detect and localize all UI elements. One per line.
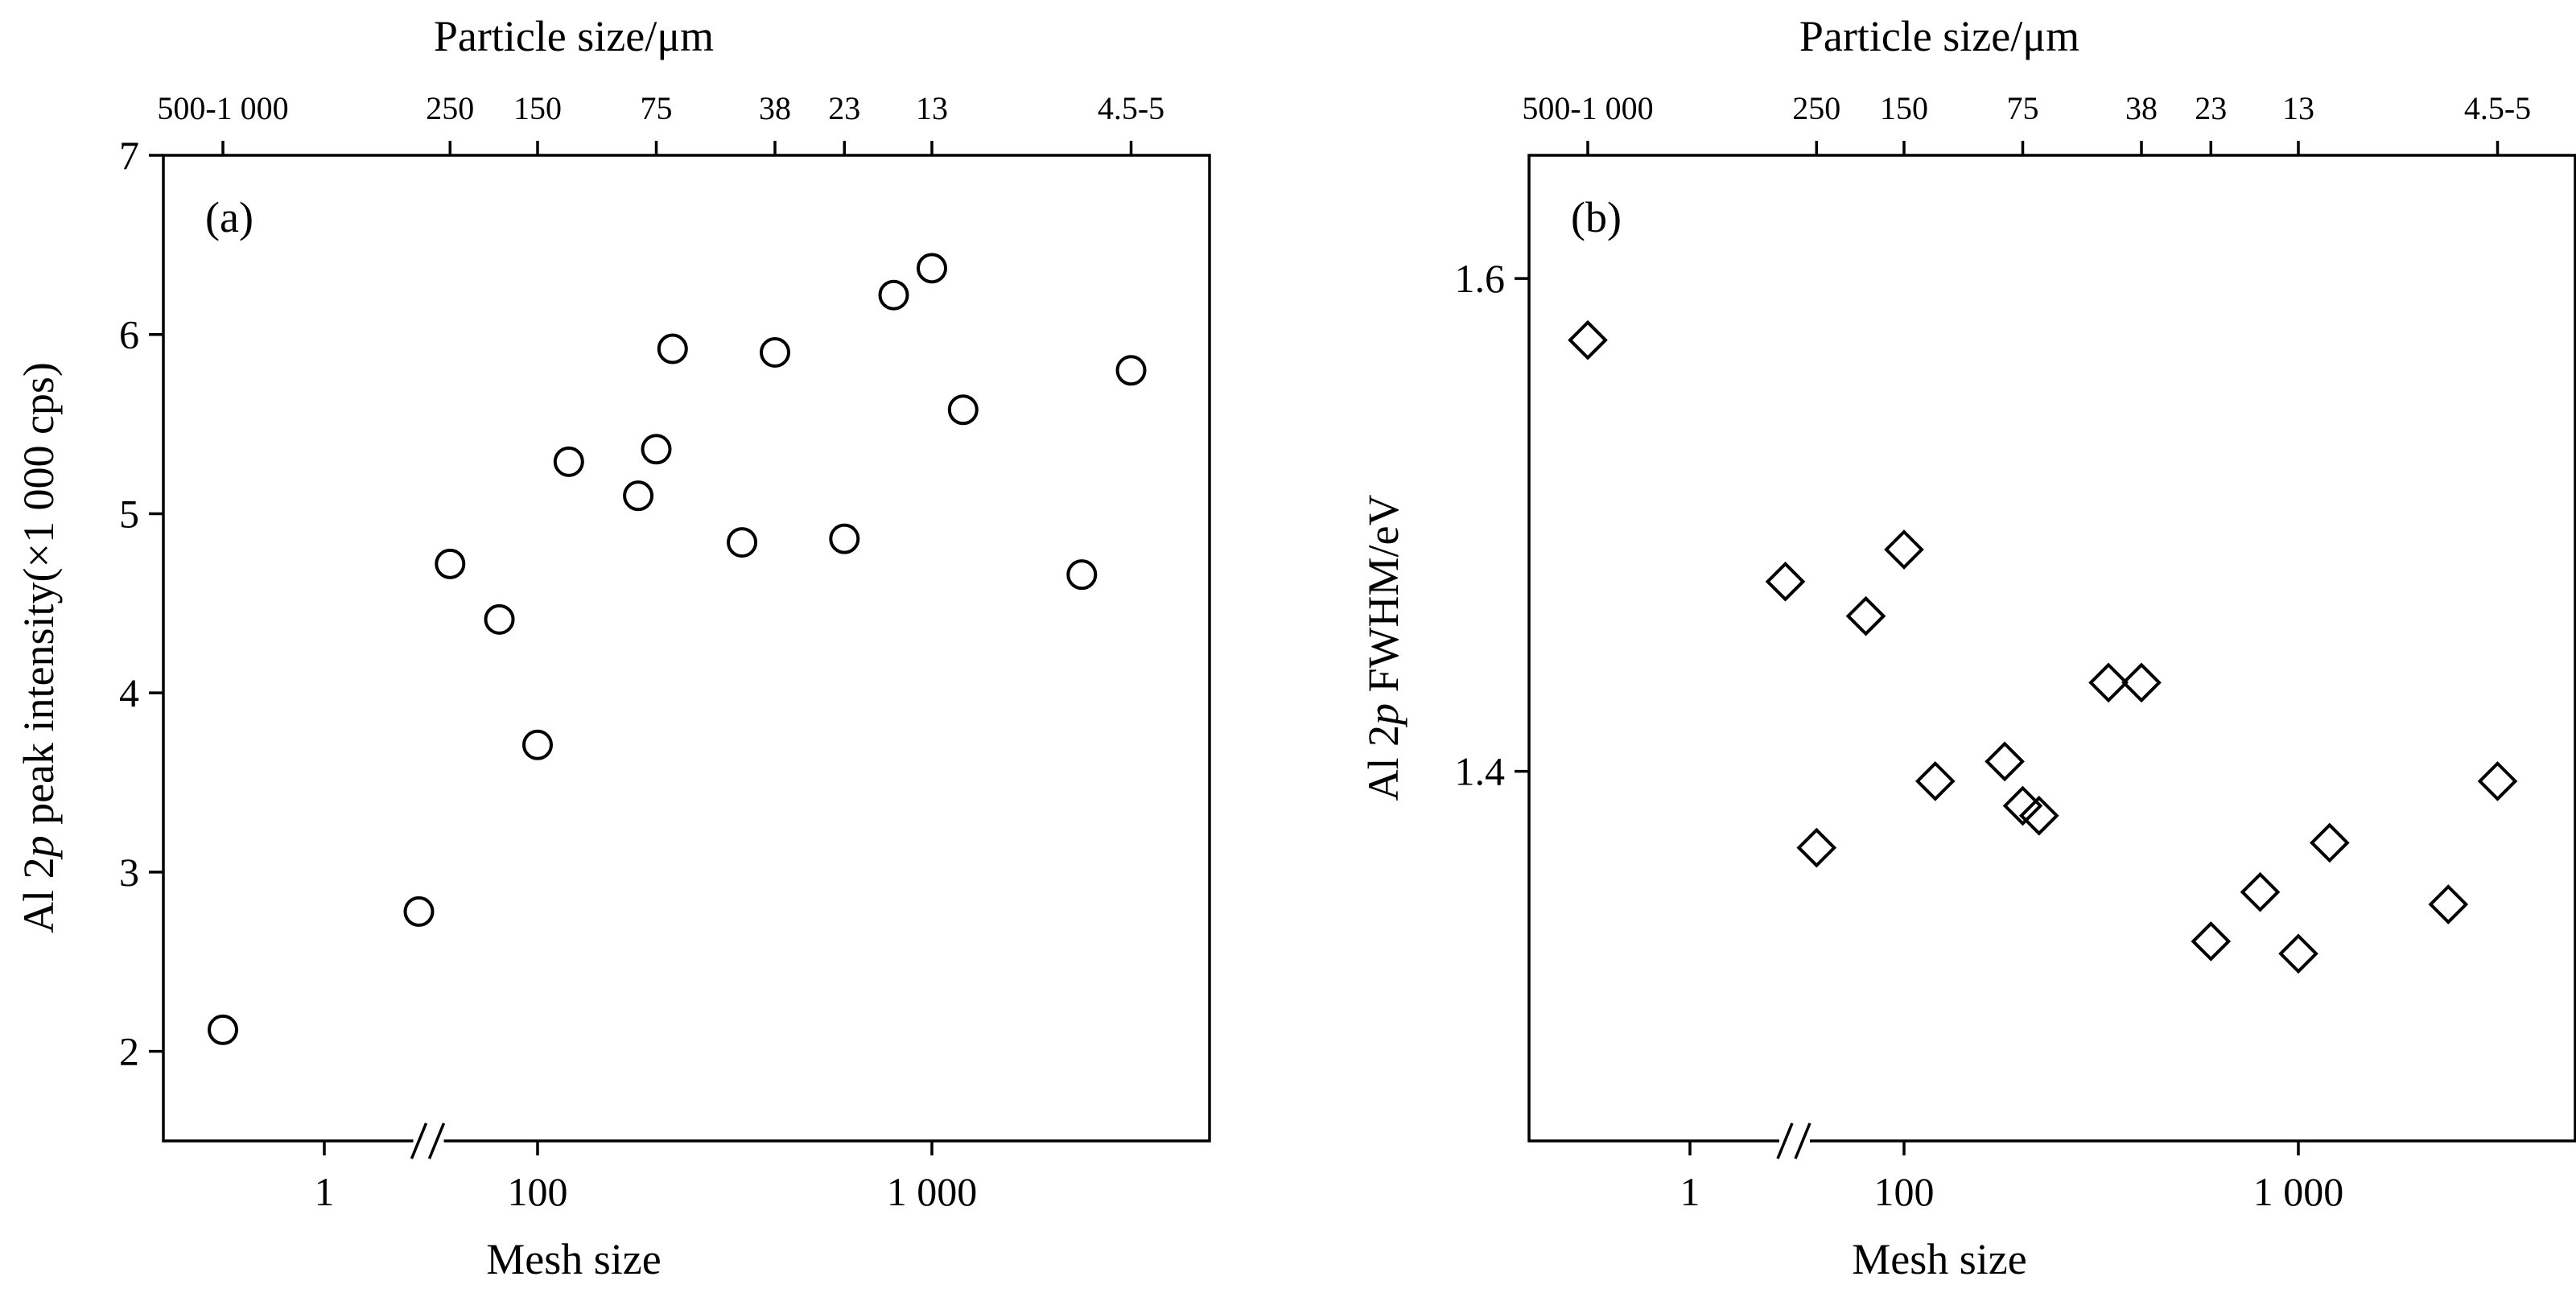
data-point-circle <box>641 434 672 465</box>
panel-b: 1 100 1 000 500-1 000 250 150 75 38 23 13 4.5-5 1.4… <box>1359 12 2576 1283</box>
y-tick-label: 1.4 <box>1455 749 1506 794</box>
x-axis-title: Mesh size <box>486 1235 661 1283</box>
x-tick-label: 100 <box>508 1169 568 1214</box>
top-tick-label: 150 <box>513 90 562 126</box>
data-point-diamond <box>2428 884 2469 924</box>
top-tick-label: 250 <box>1792 90 1840 126</box>
x-axis-title: Mesh size <box>1852 1235 2026 1283</box>
data-point-diamond <box>1884 529 1924 570</box>
axis-break-mark <box>1794 1122 1811 1159</box>
plot-frame <box>162 154 1211 1143</box>
data-point-diamond <box>1985 741 2025 782</box>
data-point-circle <box>947 394 979 426</box>
data-point-diamond <box>1845 595 1886 636</box>
panel-label: (a) <box>205 193 253 241</box>
data-point-circle <box>1066 559 1098 591</box>
data-point-circle <box>727 527 758 558</box>
y-tick-label: 6 <box>119 312 139 357</box>
data-point-circle <box>1115 355 1147 386</box>
data-point-diamond <box>2121 662 2162 703</box>
top-tick-label: 4.5-5 <box>1098 90 1164 126</box>
data-point-circle <box>917 253 947 284</box>
y-tick-label: 5 <box>119 491 139 536</box>
x-tick-label: 1 000 <box>887 1169 978 1214</box>
data-point-diamond <box>2477 761 2518 801</box>
axis-break-mark <box>1776 1122 1794 1159</box>
data-point-diamond <box>1796 827 1837 868</box>
top-axis-title: Particle size/μm <box>1799 12 2079 60</box>
top-tick-label: 250 <box>426 90 474 126</box>
top-tick-label: 23 <box>828 90 860 126</box>
top-tick-label: 75 <box>2007 90 2039 126</box>
top-tick-label: 150 <box>1880 90 1928 126</box>
data-point-circle <box>435 548 466 579</box>
x-tick-label: 1 <box>315 1169 335 1214</box>
top-tick-label: 500-1 000 <box>1522 90 1653 126</box>
data-point-diamond <box>1568 319 1608 360</box>
y-axis-title: Al 2p FWHM/eV <box>1359 495 1408 801</box>
data-point-diamond <box>2191 921 2232 962</box>
y-tick-label: 3 <box>119 850 139 895</box>
axis-break-mark <box>410 1122 428 1159</box>
data-point-diamond <box>1914 761 1956 801</box>
top-tick-label: 4.5-5 <box>2464 90 2531 126</box>
top-tick-label: 38 <box>759 90 791 126</box>
data-point-circle <box>829 523 860 554</box>
data-point-circle <box>208 1014 238 1045</box>
data-point-diamond <box>2018 795 2059 836</box>
data-point-circle <box>760 337 791 368</box>
data-point-circle <box>484 603 515 635</box>
axis-break-mark <box>427 1122 446 1159</box>
data-point-circle <box>623 480 654 512</box>
data-point-diamond <box>2309 822 2350 863</box>
data-point-diamond <box>2278 933 2318 974</box>
top-tick-label: 38 <box>2125 90 2158 126</box>
top-tick-label: 75 <box>641 90 673 126</box>
y-tick-label: 7 <box>119 133 139 178</box>
y-tick-label: 1.6 <box>1455 256 1506 301</box>
data-point-circle <box>553 446 584 477</box>
data-point-circle <box>657 333 688 364</box>
panel-label: (b) <box>1571 193 1622 241</box>
x-tick-label: 1 <box>1680 1169 1700 1214</box>
y-tick-label: 2 <box>119 1029 139 1074</box>
top-tick-label: 13 <box>916 90 948 126</box>
data-point-diamond <box>2240 871 2281 912</box>
top-tick-label: 500-1 000 <box>157 90 288 126</box>
data-point-diamond <box>2088 662 2129 703</box>
data-point-circle <box>522 729 553 760</box>
data-point-diamond <box>2002 785 2043 826</box>
data-point-circle <box>403 896 435 927</box>
x-tick-label: 1 000 <box>2253 1169 2344 1214</box>
data-point-diamond <box>1765 561 1806 602</box>
y-axis-title: Al 2p peak intensity(×1 000 cps) <box>14 362 63 933</box>
x-tick-label: 100 <box>1874 1169 1935 1214</box>
y-tick-label: 4 <box>119 670 139 715</box>
top-tick-label: 13 <box>2282 90 2314 126</box>
data-point-circle <box>878 279 909 311</box>
top-axis-title: Particle size/μm <box>434 12 714 60</box>
top-tick-label: 23 <box>2195 90 2227 126</box>
plot-frame <box>1527 154 2576 1143</box>
